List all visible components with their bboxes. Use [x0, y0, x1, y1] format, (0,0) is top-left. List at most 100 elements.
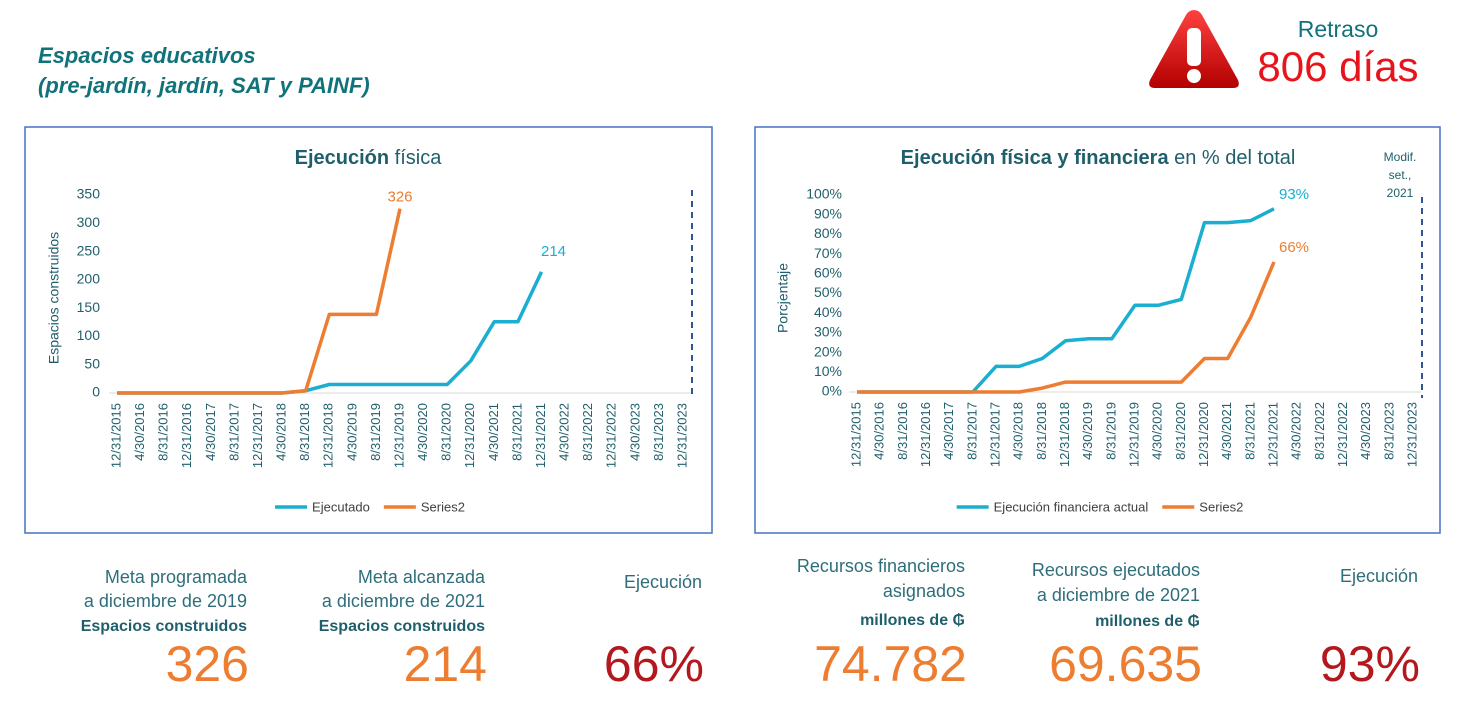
x-tick-label: 12/31/2023 — [674, 403, 689, 468]
x-tick-label: 4/30/2019 — [1080, 402, 1095, 460]
x-tick-label: 8/31/2017 — [226, 403, 241, 461]
x-tick-label: 4/30/2022 — [1289, 402, 1304, 460]
x-tick-label: 12/31/2017 — [987, 402, 1002, 467]
x-tick-label: 8/31/2019 — [1103, 402, 1118, 460]
x-tick-label: 4/30/2017 — [203, 403, 218, 461]
y-tick-label: 200 — [77, 271, 101, 287]
x-tick-label: 12/31/2022 — [1335, 402, 1350, 467]
x-tick-label: 12/31/2019 — [391, 403, 406, 468]
header-title: Espacios educativos — [38, 43, 256, 68]
series-line — [117, 271, 544, 395]
kpi-label: a diciembre de 2019 — [84, 591, 247, 611]
x-tick-label: 12/31/2017 — [250, 403, 265, 468]
kpi-value: 66% — [604, 636, 704, 692]
x-tick-label: 12/31/2019 — [1126, 402, 1141, 467]
x-tick-label: 8/31/2020 — [439, 403, 454, 461]
kpi-value: 69.635 — [1049, 636, 1202, 692]
y-tick-label: 100% — [806, 186, 842, 202]
kpi-label: Recursos ejecutados — [1032, 560, 1200, 580]
annotation: 2021 — [1387, 186, 1414, 200]
x-tick-label: 4/30/2021 — [486, 403, 501, 461]
series-line — [117, 208, 402, 395]
y-tick-label: 350 — [77, 186, 101, 202]
x-tick-label: 8/31/2020 — [1173, 402, 1188, 460]
legend-item: Series2 — [1162, 499, 1243, 514]
kpi-label: Ejecución — [624, 572, 702, 592]
annotation: Modif. — [1384, 150, 1417, 164]
x-tick-label: 12/31/2016 — [918, 402, 933, 467]
legend-label: Series2 — [1199, 499, 1243, 514]
y-tick-label: 60% — [814, 265, 842, 281]
data-label: 326 — [387, 189, 412, 206]
x-tick-label: 12/31/2020 — [1196, 402, 1211, 467]
x-tick-label: 12/31/2015 — [848, 402, 863, 467]
kpi-unit: millones de ₲ — [1095, 613, 1200, 630]
x-tick-label: 4/30/2023 — [627, 403, 642, 461]
kpi-label: Meta programada — [105, 567, 248, 587]
legend-item: Series2 — [383, 499, 465, 514]
legend-label: Ejecución financiera actual — [994, 499, 1149, 514]
y-tick-label: 20% — [814, 343, 842, 359]
legend-item: Ejecución financiera actual — [956, 499, 1149, 514]
x-tick-label: 8/31/2018 — [297, 403, 312, 461]
y-tick-label: 0% — [822, 383, 842, 399]
kpi-value: 326 — [166, 636, 249, 692]
y-tick-label: 50% — [814, 284, 842, 300]
legend-label: Ejecutado — [312, 499, 370, 514]
x-tick-label: 4/30/2016 — [872, 402, 887, 460]
x-tick-label: 8/31/2023 — [1381, 402, 1396, 460]
series-line — [857, 207, 1275, 394]
y-axis-label: Espacios construidos — [46, 232, 62, 364]
kpi-label: a diciembre de 2021 — [322, 591, 485, 611]
x-tick-label: 12/31/2018 — [1057, 402, 1072, 467]
x-tick-label: 8/31/2021 — [1242, 402, 1257, 460]
x-tick-label: 4/30/2016 — [132, 403, 147, 461]
data-label: 214 — [541, 243, 566, 260]
chart-frame — [754, 126, 1441, 534]
y-tick-label: 100 — [77, 327, 101, 343]
x-tick-label: 8/31/2022 — [1312, 402, 1327, 460]
x-tick-label: 8/31/2016 — [895, 402, 910, 460]
title-part: Ejecución física y financiera — [901, 147, 1170, 169]
y-tick-label: 40% — [814, 304, 842, 320]
x-tick-label: 12/31/2015 — [108, 403, 123, 468]
x-tick-label: 4/30/2023 — [1358, 402, 1373, 460]
x-tick-label: 8/31/2018 — [1034, 402, 1049, 460]
kpi-label: Meta alcanzada — [358, 567, 486, 587]
annotation: set., — [1389, 168, 1412, 182]
y-tick-label: 10% — [814, 363, 842, 379]
chart-title: Ejecución física y financiera en % del t… — [901, 147, 1296, 169]
kpi-label: asignados — [883, 581, 965, 601]
x-tick-label: 8/31/2017 — [964, 402, 979, 460]
x-tick-label: 12/31/2021 — [1265, 402, 1280, 467]
kpi-value: 74.782 — [814, 636, 967, 692]
x-tick-label: 4/30/2022 — [557, 403, 572, 461]
chart-title: Ejecución física — [295, 147, 443, 169]
x-tick-label: 8/31/2022 — [580, 403, 595, 461]
x-tick-label: 4/30/2020 — [1150, 402, 1165, 460]
x-tick-label: 4/30/2018 — [274, 403, 289, 461]
data-label: 66% — [1279, 239, 1309, 256]
title-part: Ejecución — [295, 147, 389, 169]
legend-label: Series2 — [421, 499, 465, 514]
y-tick-label: 80% — [814, 225, 842, 241]
kpi-label: a diciembre de 2021 — [1037, 585, 1200, 605]
x-tick-label: 8/31/2021 — [509, 403, 524, 461]
y-tick-label: 90% — [814, 205, 842, 221]
y-tick-label: 250 — [77, 242, 101, 258]
y-tick-label: 70% — [814, 245, 842, 261]
x-tick-label: 4/30/2020 — [415, 403, 430, 461]
kpi-unit: Espacios construidos — [319, 618, 485, 635]
delay-value: 806 días — [1257, 43, 1418, 90]
x-tick-label: 12/31/2021 — [533, 403, 548, 468]
kpi-label: Recursos financieros — [797, 556, 965, 576]
x-tick-label: 12/31/2016 — [179, 403, 194, 468]
legend-item: Ejecutado — [275, 499, 370, 514]
x-tick-label: 12/31/2018 — [321, 403, 336, 468]
kpi-unit: Espacios construidos — [81, 618, 247, 635]
title-part: en % del total — [1169, 147, 1296, 169]
chart-frame — [24, 126, 713, 534]
x-tick-label: 8/31/2016 — [156, 403, 171, 461]
header-subtitle: (pre-jardín, jardín, SAT y PAINF) — [38, 73, 370, 98]
